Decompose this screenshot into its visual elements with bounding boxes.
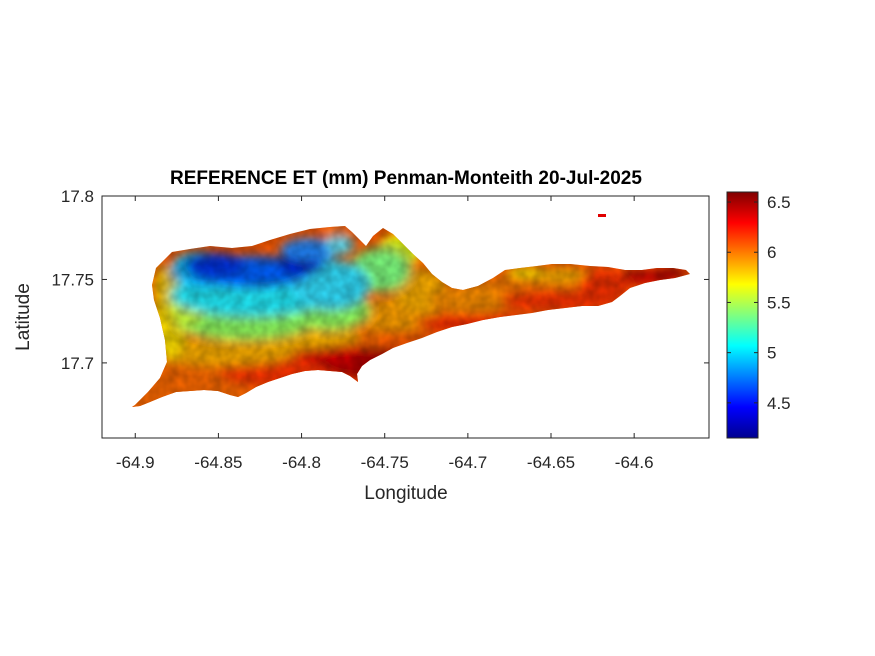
x-tick-label: -64.75 — [361, 453, 409, 472]
x-tick-label: -64.6 — [615, 453, 654, 472]
x-tick-label: -64.65 — [527, 453, 575, 472]
axes-box — [101, 195, 710, 439]
y-tick-label: 17.7 — [61, 354, 94, 373]
x-tick-label: -64.9 — [116, 453, 155, 472]
y-axis-label: Latitude — [13, 283, 34, 351]
x-tick-label: -64.7 — [448, 453, 487, 472]
colorbar-tick-label: 5.5 — [767, 293, 791, 312]
colorbar: 4.5 5 5.5 6 6.5 — [726, 191, 791, 439]
x-tick-label: -64.8 — [282, 453, 321, 472]
colorbar-tick-label: 5 — [767, 344, 776, 363]
y-tick-label: 17.75 — [51, 270, 94, 289]
x-axis-label: Longitude — [364, 483, 447, 504]
colorbar-tick-label: 4.5 — [767, 394, 791, 413]
colorbar-tick-label: 6.5 — [767, 193, 791, 212]
y-tick-label: 17.8 — [61, 187, 94, 206]
colorbar-tick-label: 6 — [767, 243, 776, 262]
y-axis: 17.7 17.75 17.8 — [51, 187, 709, 373]
x-axis: -64.9 -64.85 -64.8 -64.75 -64.7 -64.65 -64.6 — [116, 196, 654, 472]
plot-title: REFERENCE ET (mm) Penman-Monteith 20-Jul… — [170, 168, 642, 189]
islet — [598, 214, 606, 217]
x-tick-label: -64.85 — [194, 453, 242, 472]
colorbar-scale — [726, 191, 759, 439]
